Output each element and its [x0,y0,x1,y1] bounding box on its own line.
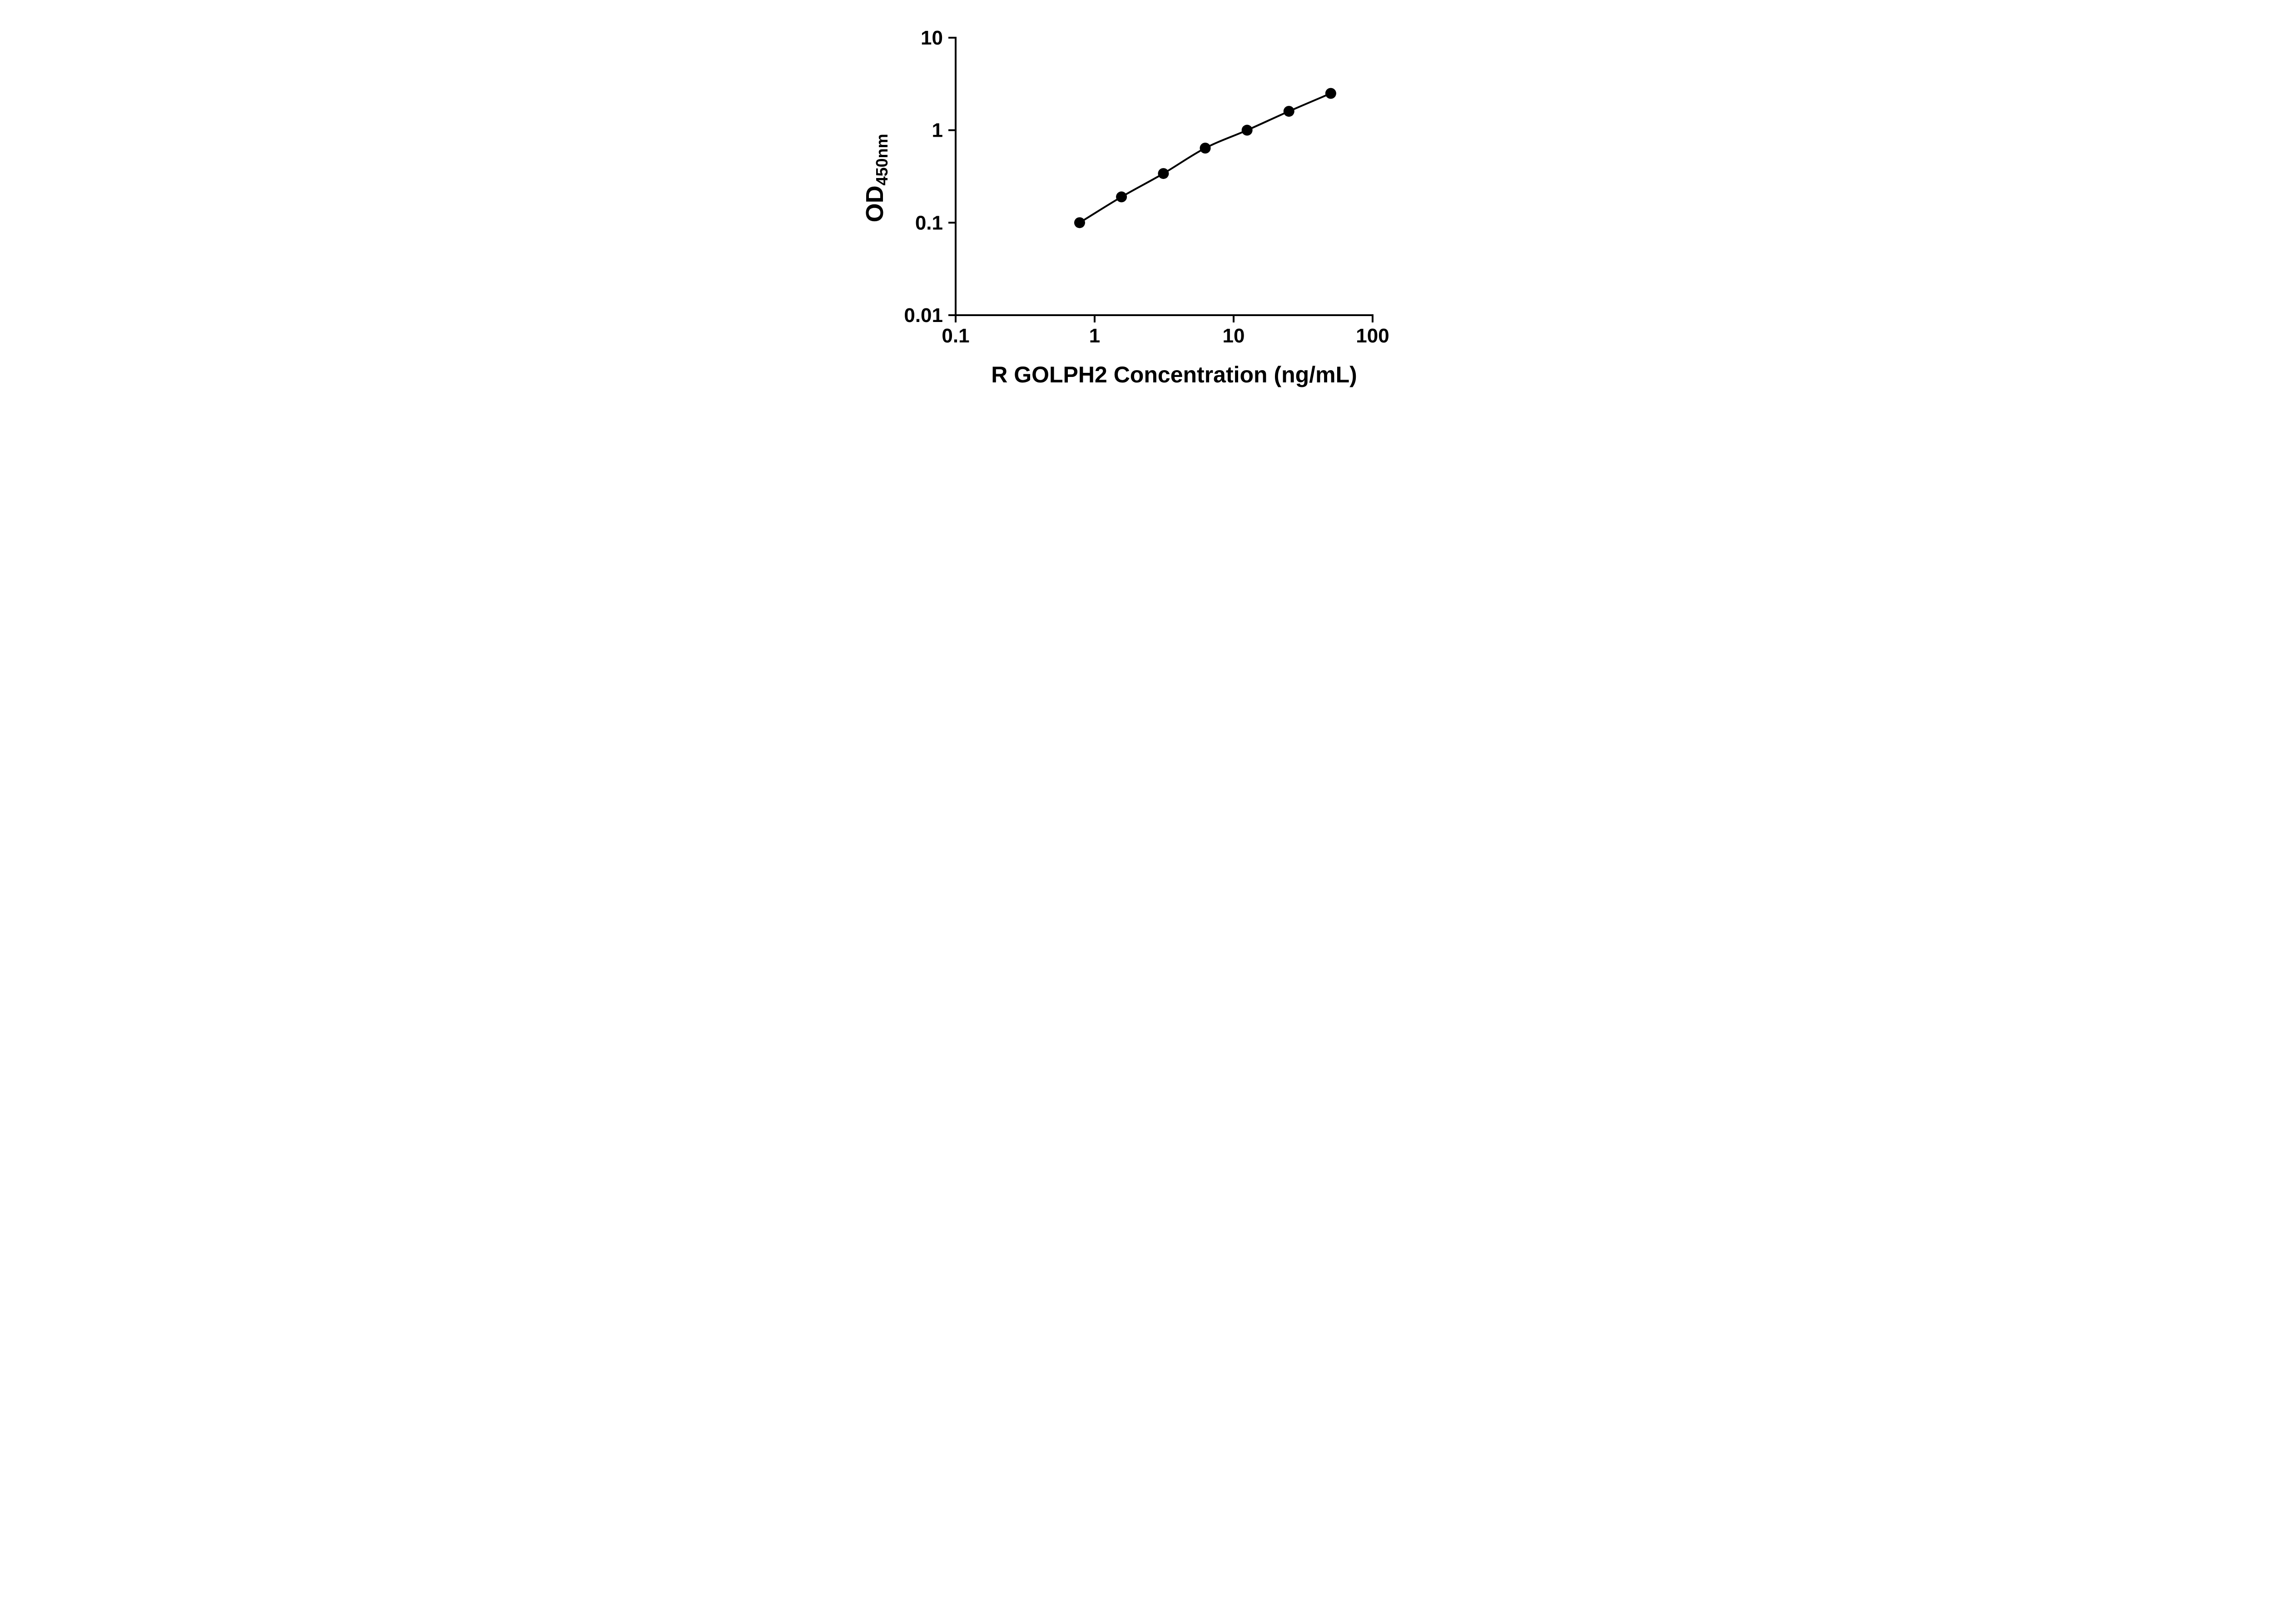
x-tick-label: 1 [1089,325,1100,347]
data-series-layer [1074,88,1336,228]
y-tick-label: 1 [932,119,942,142]
y-axis-title-main: OD [861,186,888,223]
y-tick-label: 0.01 [904,304,943,327]
y-axis-title-subscript: 450nm [873,134,891,185]
data-point-marker [1325,88,1336,99]
data-point-marker [1116,191,1127,203]
data-point-marker [1157,168,1169,179]
data-point-marker [1074,217,1085,228]
x-axis-title: R GOLPH2 Concentration (ng/mL) [991,362,1357,387]
y-tick-label: 0.1 [915,212,942,234]
elisa-standard-curve-figure: 0.1 1 10 100 0.01 0.1 1 10 R GOLPH2 Concentrati… [843,0,1428,406]
data-point-marker [1283,106,1294,117]
data-point-marker [1200,143,1211,154]
x-tick-label: 0.1 [942,325,969,347]
data-point-marker [1241,124,1253,136]
y-tick-label: 10 [921,27,943,49]
x-tick-label: 100 [1356,325,1389,347]
x-tick-label: 10 [1222,325,1245,347]
y-axis-title: OD450nm [861,134,891,222]
